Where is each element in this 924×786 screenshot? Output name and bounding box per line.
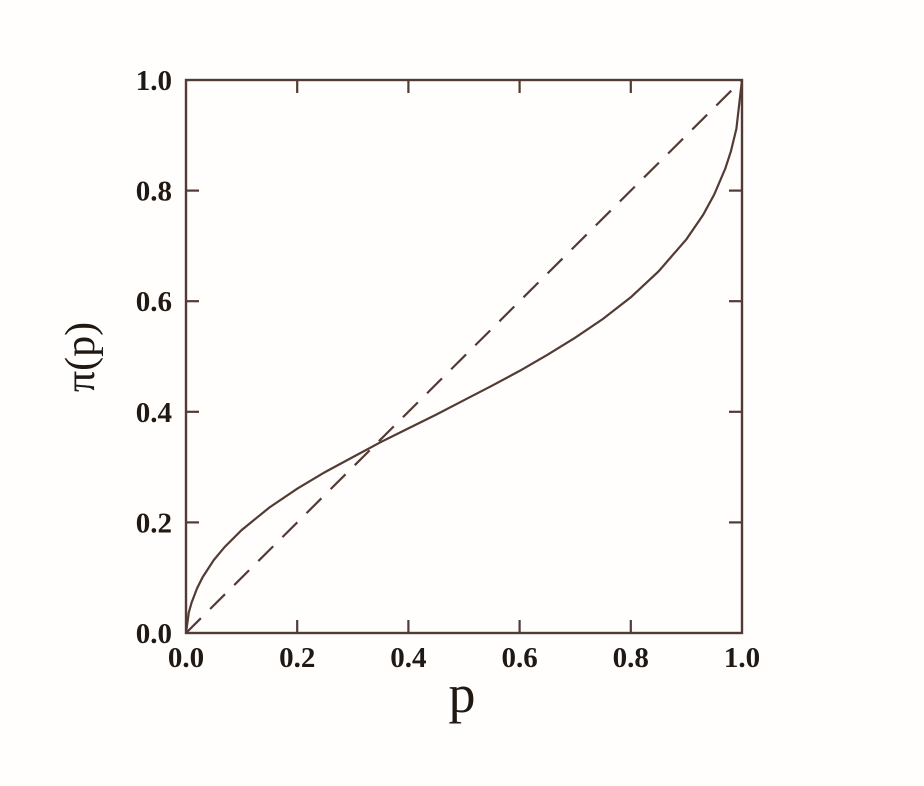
x-tick-label: 0.4 (390, 642, 426, 674)
y-tick-label: 1.0 (136, 65, 172, 97)
probability-weighting-curve-line (184, 79, 744, 634)
x-tick-label: 0.6 (501, 642, 537, 674)
y-axis-label: π(p) (58, 322, 104, 392)
x-tick-label: 0.0 (168, 642, 204, 674)
y-tick-label: 0.2 (136, 507, 172, 539)
x-tick-label: 0.2 (279, 642, 315, 674)
plot-frame (184, 78, 744, 635)
x-axis-label: p (449, 664, 476, 724)
y-tick-label: 0.0 (136, 618, 172, 650)
x-tick-label: 1.0 (724, 642, 760, 674)
x-tick-label: 0.8 (613, 642, 649, 674)
identity-diagonal-line (185, 79, 743, 634)
y-tick-label: 0.6 (136, 286, 172, 318)
y-tick-label: 0.4 (136, 397, 172, 429)
y-tick-label: 0.8 (136, 176, 172, 208)
